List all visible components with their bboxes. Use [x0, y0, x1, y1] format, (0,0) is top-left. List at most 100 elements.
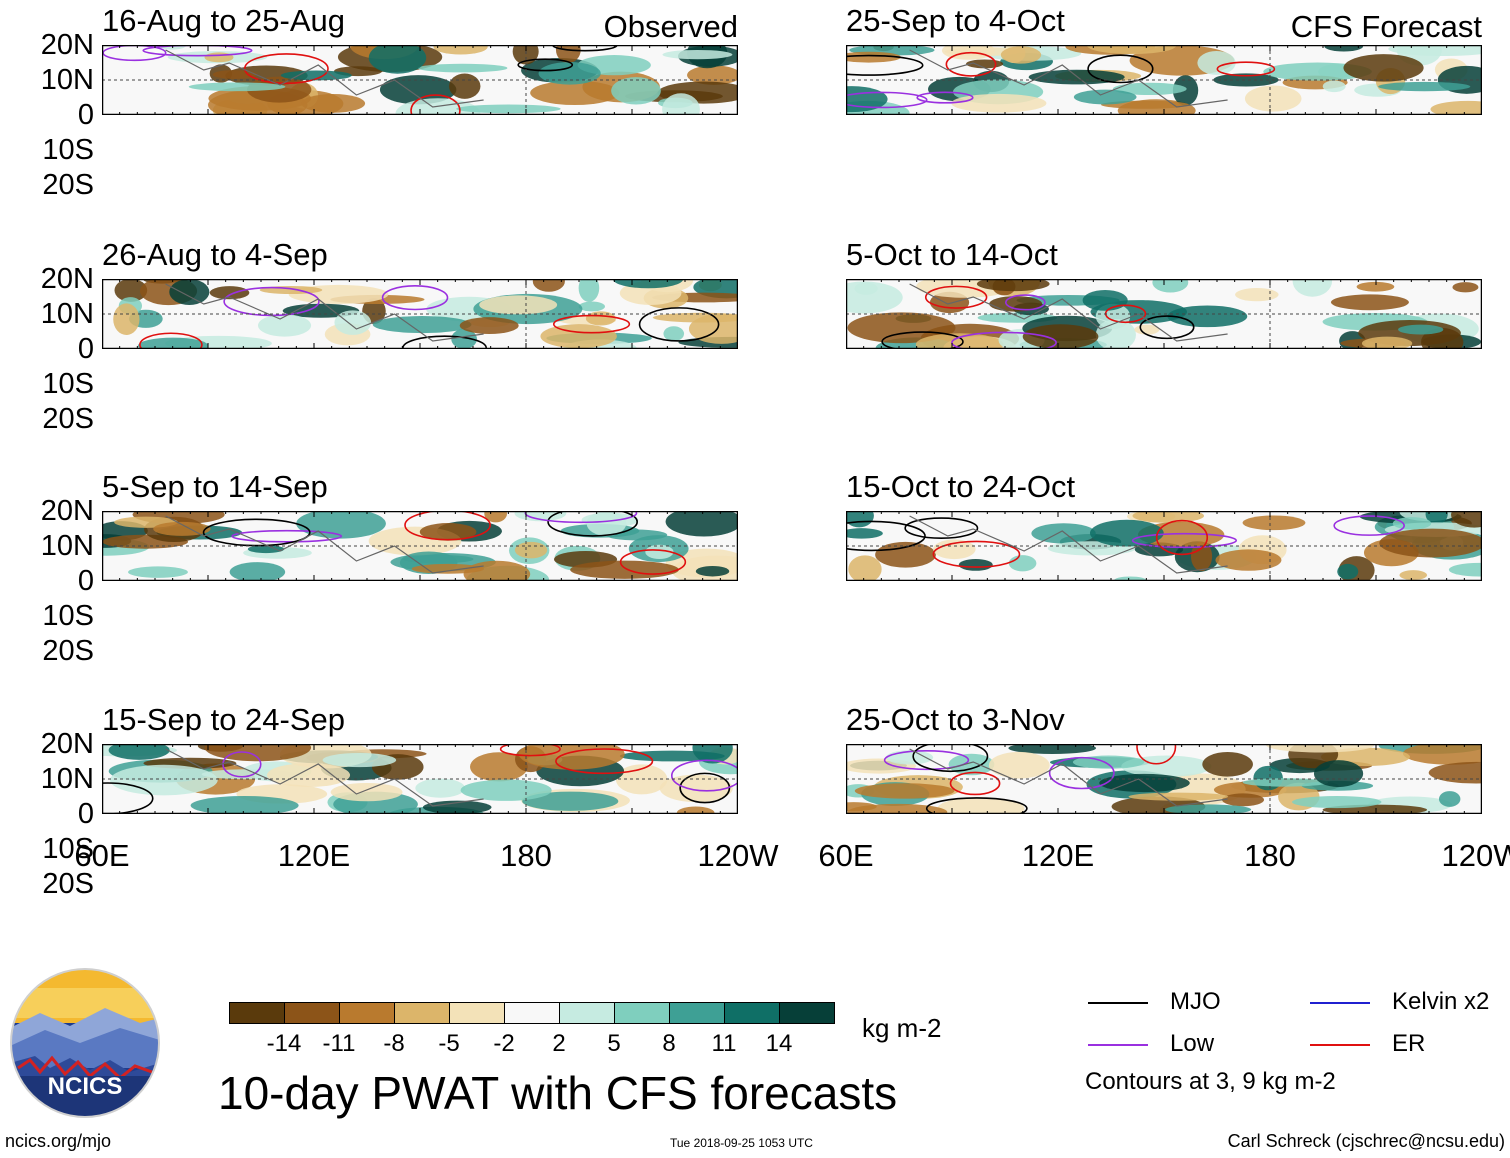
contour-line [202, 518, 311, 547]
anomaly-blob [188, 82, 286, 92]
anomaly-blob [1073, 89, 1137, 105]
anomaly-blob [1082, 289, 1128, 311]
colorbar: -14 -11 -8 -5 -2 2 5 8 11 14 [229, 1002, 835, 1062]
anomaly-blob [1235, 288, 1279, 302]
contour-line [1333, 515, 1405, 536]
colorbar-tick: 5 [607, 1030, 621, 1057]
anomaly-blob [267, 763, 351, 788]
pwat-map-svg [846, 511, 1482, 581]
legend-label-mjo: MJO [1170, 988, 1221, 1015]
contour-line [951, 331, 1057, 349]
pwat-map [102, 45, 738, 115]
lat-label: 0 [77, 798, 94, 830]
contour-line [1131, 532, 1238, 549]
coastline [909, 49, 1228, 108]
colorbar-swatch [339, 1002, 395, 1024]
anomaly-blob [846, 281, 903, 314]
anomaly-blob [109, 764, 218, 796]
pwat-map-svg [102, 45, 738, 115]
anomaly-blob [988, 751, 1050, 779]
anomaly-blob [368, 45, 427, 74]
anomaly-blob [128, 566, 188, 578]
pwat-map-svg [846, 744, 1482, 814]
colorbar-tick: 11 [711, 1030, 737, 1057]
colorbar-swatch [559, 1002, 615, 1024]
anomaly-blob [1213, 73, 1279, 87]
lon-label: 120E [277, 838, 351, 873]
panel-title: 26-Aug to 4-Sep [102, 237, 328, 272]
contour-line [381, 285, 449, 311]
pwat-map [102, 744, 738, 814]
anomaly-blob [1172, 75, 1199, 106]
colorbar-swatch [504, 1002, 560, 1024]
anomaly-blob [1000, 46, 1042, 64]
anomaly-blob [456, 104, 561, 114]
anomaly-blob [915, 333, 1004, 349]
lon-label: 120W [1441, 838, 1510, 873]
lat-label: 10S [42, 833, 94, 865]
contour-line [1136, 744, 1177, 765]
contour-line [555, 748, 654, 775]
anomaly-blob [1197, 50, 1236, 75]
contour-line [619, 549, 687, 575]
lat-label: 10S [42, 134, 94, 166]
coastline [909, 515, 1228, 574]
anomaly-blob [933, 539, 976, 560]
pwat-map [846, 279, 1482, 349]
anomaly-blob [1425, 511, 1448, 525]
legend-item-low: Low [1088, 1030, 1214, 1058]
colorbar-tick: 14 [765, 1030, 793, 1057]
colorbar-tick: -14 [266, 1030, 302, 1057]
anomaly-blob [611, 77, 661, 105]
colorbar-tick: -11 [322, 1030, 356, 1057]
anomaly-blob [1428, 761, 1482, 784]
footer-right: Carl Schreck (cjschrec@ncsu.edu) [1227, 1131, 1505, 1151]
anomaly-blob [1121, 755, 1212, 778]
contour-line [139, 332, 203, 349]
legend-label-low: Low [1170, 1030, 1215, 1057]
anomaly-blob [540, 324, 617, 349]
anomaly-blob [1378, 81, 1471, 92]
anomaly-blob [1448, 562, 1482, 577]
anomaly-blob [459, 317, 519, 335]
anomaly-blob [415, 778, 466, 798]
contour-line [547, 511, 638, 537]
contour-line [912, 744, 989, 773]
anomaly-blob [1165, 804, 1252, 814]
footer-left[interactable]: ncics.org/mjo [5, 1131, 112, 1151]
anomaly-blob [1399, 570, 1428, 581]
footer-center: Tue 2018-09-25 1053 UTC [670, 1136, 813, 1150]
contour-line [846, 54, 924, 76]
contour-line [945, 51, 997, 77]
anomaly-blob [1008, 555, 1037, 572]
anomaly-blob [1451, 511, 1482, 528]
anomaly-blob [948, 753, 995, 776]
lon-label: 180 [1244, 838, 1296, 873]
lon-label: 180 [500, 838, 552, 873]
anomaly-blob [1022, 324, 1099, 349]
contour-line [222, 751, 262, 778]
pwat-map-svg [102, 511, 738, 581]
colorbar-tick: -2 [493, 1030, 515, 1057]
contour-line [410, 94, 461, 115]
colorbar-swatch [614, 1002, 670, 1024]
contour-line [881, 331, 964, 349]
pwat-map [102, 511, 738, 581]
anomaly-blob [448, 73, 481, 99]
anomaly-blob [1089, 519, 1164, 547]
pwat-map-svg [102, 279, 738, 349]
anomaly-blob [1253, 765, 1283, 791]
anomaly-blob [108, 744, 170, 760]
anomaly-blob [1343, 54, 1424, 82]
coastline [909, 748, 1228, 807]
anomaly-blob [846, 528, 883, 539]
anomaly-blob [659, 774, 733, 803]
panel-title: 25-Oct to 3-Nov [846, 702, 1065, 737]
colorbar-swatch [779, 1002, 835, 1024]
anomaly-blob [330, 782, 403, 802]
anomaly-blob [958, 559, 993, 571]
lat-label: 10N [40, 530, 94, 562]
legend-line-low [1088, 1043, 1148, 1046]
anomaly-blob [417, 63, 508, 73]
lat-label: 20N [40, 495, 94, 527]
